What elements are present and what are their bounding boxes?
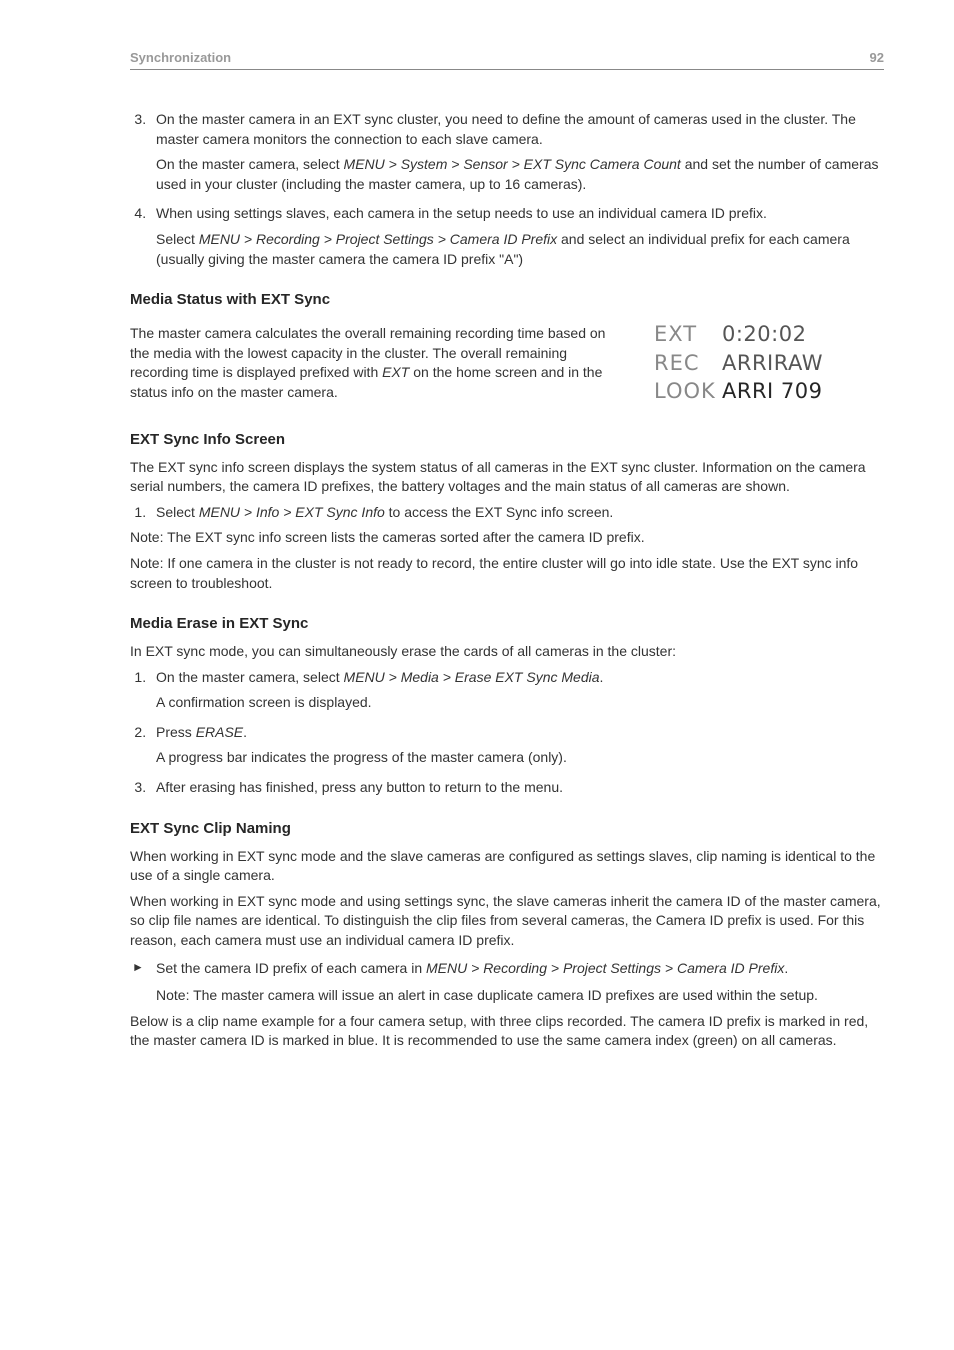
status-display: EXT 0:20:02 REC ARRIRAW LOOK ARRI 709 xyxy=(654,318,884,405)
clip-bullet-em: MENU > Recording > Project Settings > Ca… xyxy=(426,960,784,976)
info-step-1: Select MENU > Info > EXT Sync Info to ac… xyxy=(150,503,884,523)
step-4-main: When using settings slaves, each camera … xyxy=(156,205,767,221)
step-3-sub-em: MENU > System > Sensor > EXT Sync Camera… xyxy=(344,156,681,172)
erase-step-1-sub: A confirmation screen is displayed. xyxy=(156,693,884,713)
clip-naming-p3: Below is a clip name example for a four … xyxy=(130,1012,884,1051)
erase-step-2-pre: Press xyxy=(156,724,196,740)
step-4-sub: Select MENU > Recording > Project Settin… xyxy=(156,230,884,269)
step-3-main: On the master camera in an EXT sync clus… xyxy=(156,111,856,147)
erase-step-2-em: ERASE xyxy=(196,724,243,740)
info-note-2: Note: If one camera in the cluster is no… xyxy=(130,554,884,593)
media-erase-steps: On the master camera, select MENU > Medi… xyxy=(130,668,884,798)
media-erase-heading: Media Erase in EXT Sync xyxy=(130,615,884,632)
clip-naming-p2: When working in EXT sync mode and using … xyxy=(130,892,884,951)
media-status-row: The master camera calculates the overall… xyxy=(130,318,884,408)
media-status-heading: Media Status with EXT Sync xyxy=(130,291,884,308)
page-header: Synchronization 92 xyxy=(130,50,884,70)
erase-step-1-post: . xyxy=(600,669,604,685)
media-erase-intro: In EXT sync mode, you can simultaneously… xyxy=(130,642,884,662)
clip-naming-heading: EXT Sync Clip Naming xyxy=(130,820,884,837)
info-screen-heading: EXT Sync Info Screen xyxy=(130,431,884,448)
status-row-rec: REC ARRIRAW xyxy=(654,349,884,377)
erase-step-2-sub: A progress bar indicates the progress of… xyxy=(156,748,884,768)
header-section-title: Synchronization xyxy=(130,50,231,65)
clip-bullet-post: . xyxy=(784,960,788,976)
info-note-1: Note: The EXT sync info screen lists the… xyxy=(130,528,884,548)
status-val-ext: 0:20:02 xyxy=(722,320,806,348)
erase-step-1-pre: On the master camera, select xyxy=(156,669,344,685)
erase-step-3-text: After erasing has finished, press any bu… xyxy=(156,779,563,795)
media-status-text: The master camera calculates the overall… xyxy=(130,318,624,408)
page-container: Synchronization 92 On the master camera … xyxy=(0,0,954,1107)
status-label-look: LOOK xyxy=(654,377,722,405)
erase-step-2: Press ERASE. A progress bar indicates th… xyxy=(150,723,884,768)
top-steps-list: On the master camera in an EXT sync clus… xyxy=(130,110,884,269)
step-4: When using settings slaves, each camera … xyxy=(150,204,884,269)
status-label-rec: REC xyxy=(654,349,722,377)
step-3: On the master camera in an EXT sync clus… xyxy=(150,110,884,194)
erase-step-1-em: MENU > Media > Erase EXT Sync Media xyxy=(344,669,600,685)
status-row-look: LOOK ARRI 709 xyxy=(654,377,884,405)
clip-naming-p1: When working in EXT sync mode and the sl… xyxy=(130,847,884,886)
info-step-post: to access the EXT Sync info screen. xyxy=(385,504,614,520)
status-label-ext: EXT xyxy=(654,320,722,348)
clip-naming-bullet: Set the camera ID prefix of each camera … xyxy=(130,959,884,979)
step-3-sub-pre: On the master camera, select xyxy=(156,156,344,172)
clip-naming-note: Note: The master camera will issue an al… xyxy=(156,986,884,1006)
erase-step-3: After erasing has finished, press any bu… xyxy=(150,778,884,798)
step-4-sub-pre: Select xyxy=(156,231,199,247)
info-screen-steps: Select MENU > Info > EXT Sync Info to ac… xyxy=(130,503,884,523)
media-status-para: The master camera calculates the overall… xyxy=(130,324,624,402)
info-screen-intro: The EXT sync info screen displays the sy… xyxy=(130,458,884,497)
clip-naming-bullet-list: Set the camera ID prefix of each camera … xyxy=(130,959,884,979)
status-row-ext: EXT 0:20:02 xyxy=(654,320,884,348)
info-step-pre: Select xyxy=(156,504,199,520)
erase-step-1: On the master camera, select MENU > Medi… xyxy=(150,668,884,713)
info-step-em: MENU > Info > EXT Sync Info xyxy=(199,504,385,520)
status-val-look: ARRI 709 xyxy=(722,377,823,405)
erase-step-2-post: . xyxy=(243,724,247,740)
clip-bullet-pre: Set the camera ID prefix of each camera … xyxy=(156,960,426,976)
status-val-rec: ARRIRAW xyxy=(722,349,823,377)
step-4-sub-em: MENU > Recording > Project Settings > Ca… xyxy=(199,231,557,247)
media-status-em: EXT xyxy=(382,364,409,380)
step-3-sub: On the master camera, select MENU > Syst… xyxy=(156,155,884,194)
header-page-number: 92 xyxy=(870,50,884,65)
